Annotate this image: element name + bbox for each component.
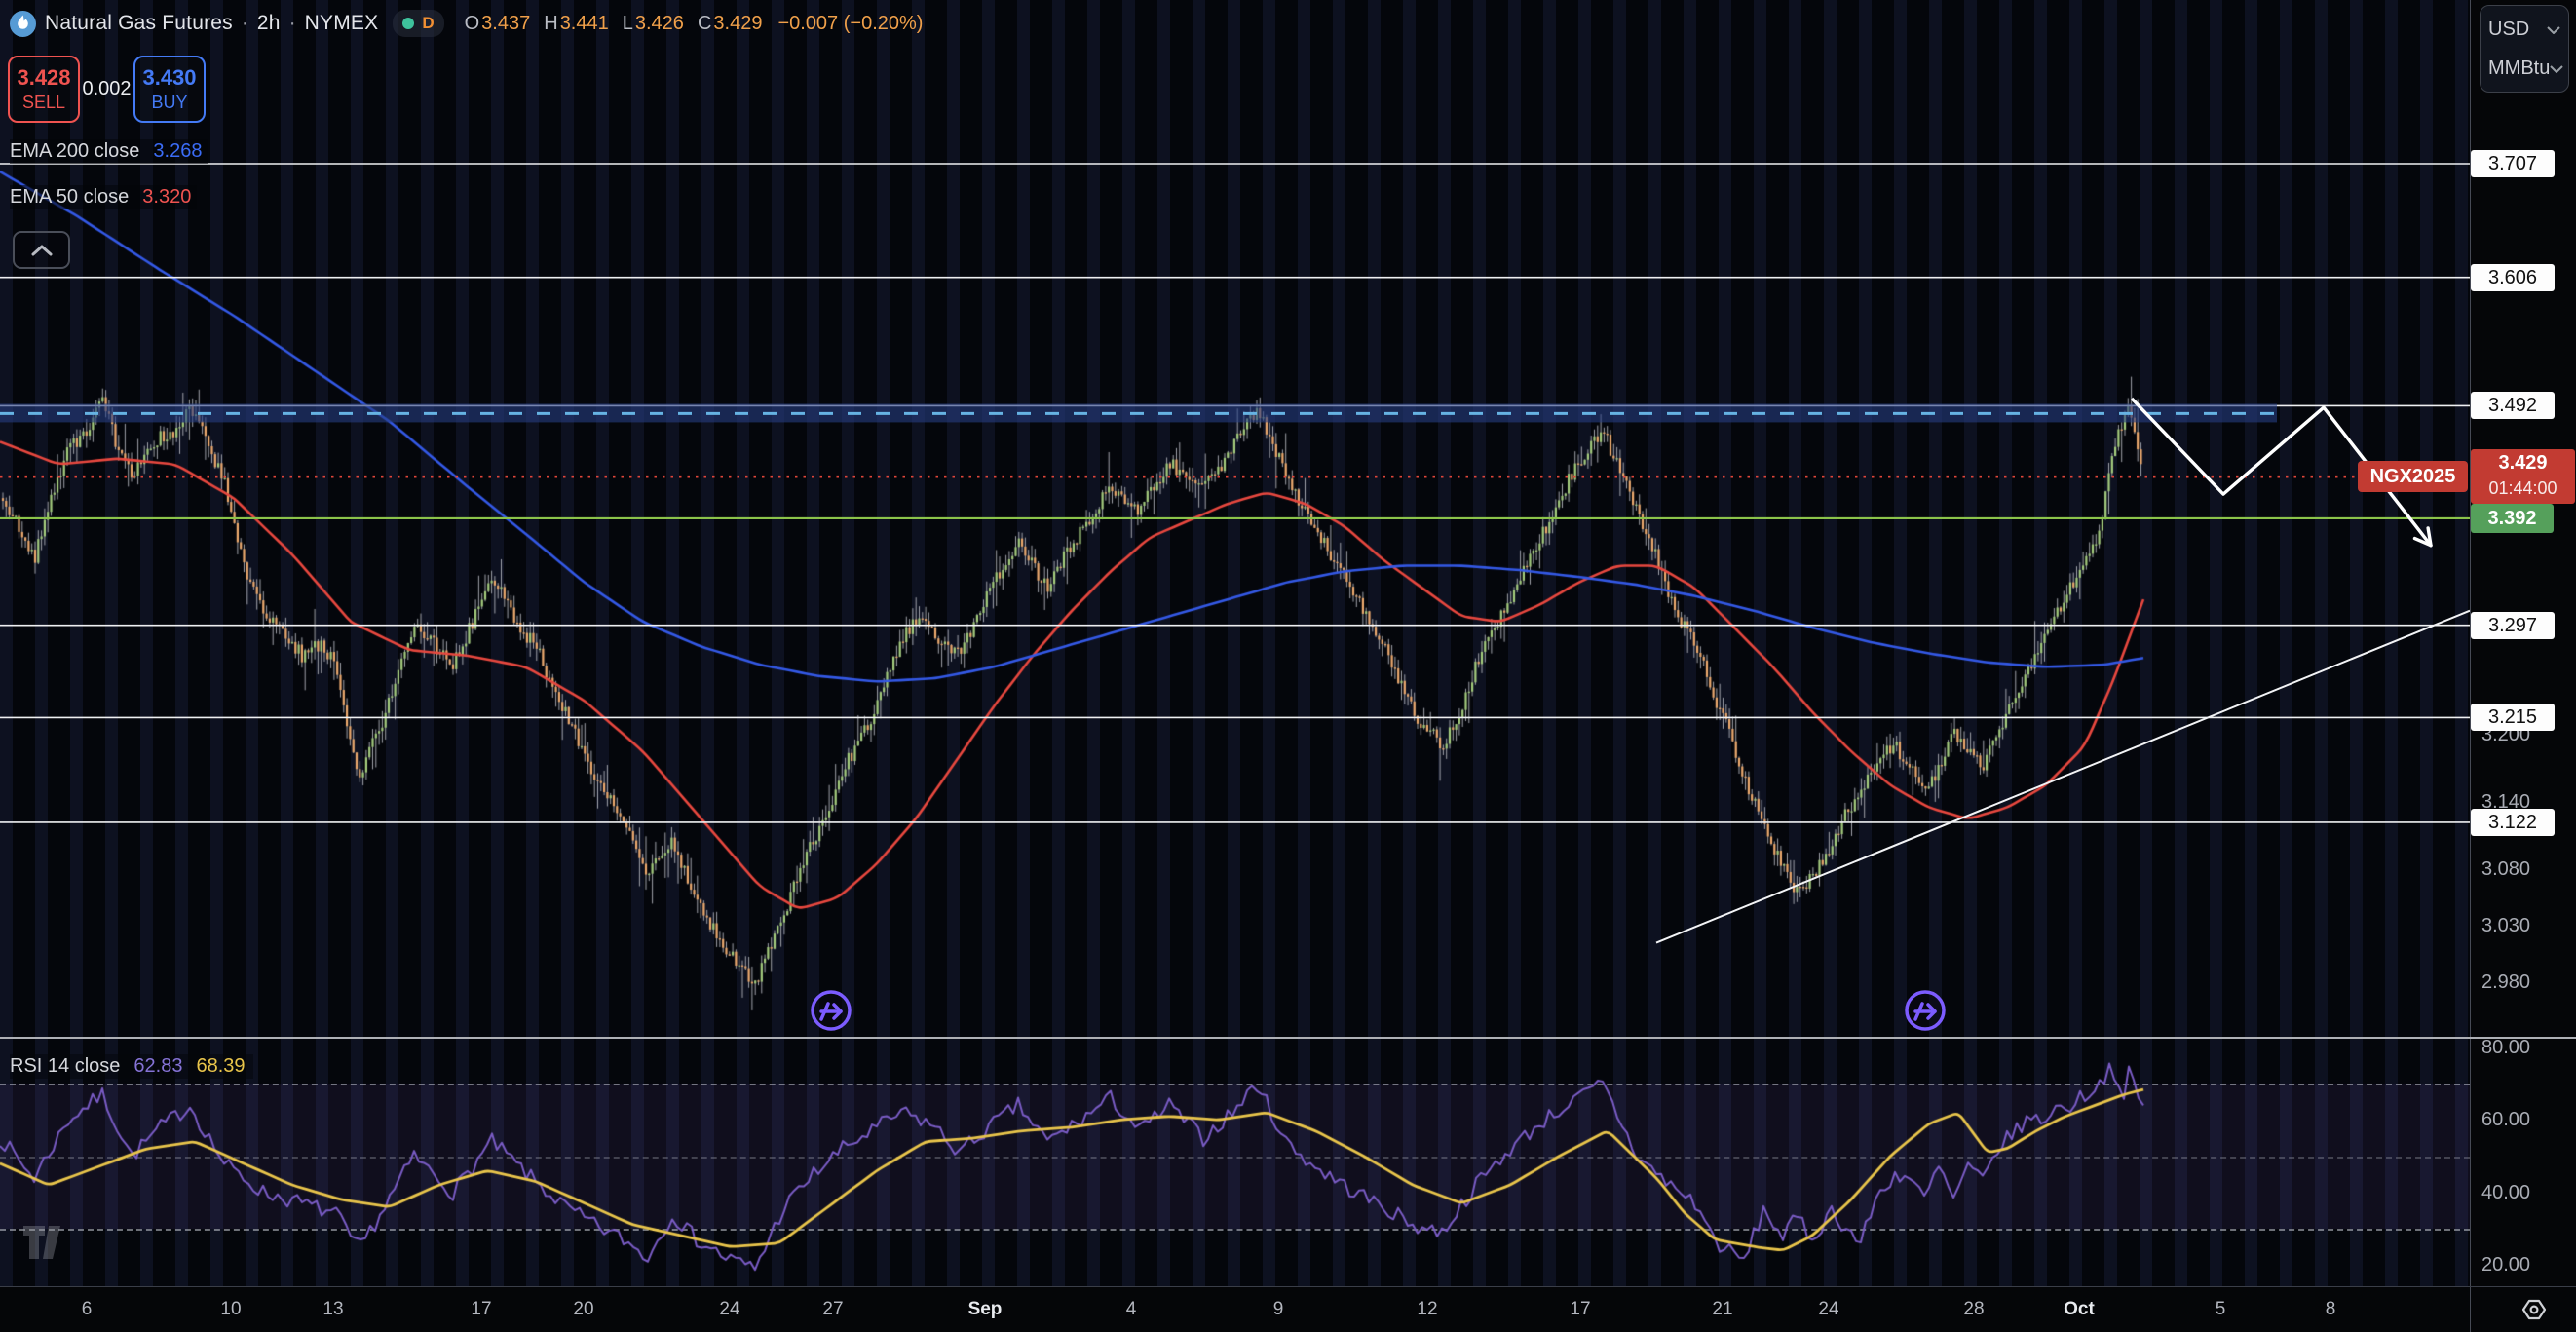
time-axis-tick: 24	[719, 1299, 740, 1319]
time-axis-tick: 9	[1272, 1299, 1284, 1319]
price-axis-tick: 3.140	[2481, 791, 2531, 814]
time-axis-tick: 12	[1417, 1299, 1438, 1319]
ohlc-readout: O 3.437 H 3.441 L 3.426 C 3.429 −0.007 (−0.2…	[464, 12, 924, 34]
market-status-pill[interactable]: D	[393, 10, 444, 37]
time-axis-tick: 10	[220, 1299, 242, 1319]
currency-unit-selector: USD MMBtu	[2480, 5, 2569, 93]
last-price-label: 3.429 01:44:00	[2471, 449, 2575, 505]
price-level-label: 3.297	[2471, 611, 2555, 639]
price-level-label: 3.122	[2471, 808, 2555, 836]
title-separator: ·	[241, 12, 248, 34]
daily-badge: D	[422, 14, 435, 32]
time-axis-tick: Sep	[967, 1299, 1003, 1319]
symbol-logo-flame-icon	[10, 10, 36, 37]
time-axis-tick: 13	[322, 1299, 344, 1319]
time-axis-tick: 28	[1963, 1299, 1985, 1319]
unit-selector[interactable]: MMBtu	[2488, 57, 2564, 80]
rsi-ma-value: 68.39	[196, 1055, 246, 1077]
timezone-settings-gear-icon[interactable]	[2520, 1296, 2548, 1323]
currency-selector[interactable]: USD	[2488, 19, 2560, 41]
ema200-legend[interactable]: EMA 200 close 3.268	[10, 139, 208, 164]
price-level-label: 3.492	[2471, 392, 2555, 420]
last-price-value: 3.429	[2498, 452, 2548, 475]
time-axis-tick: 8	[2325, 1299, 2336, 1319]
time-axis-tick: 17	[471, 1299, 492, 1319]
spread-value: 0.002	[82, 78, 132, 99]
symbol-legend: Natural Gas Futures · 2h · NYMEX D O 3.43…	[10, 6, 923, 41]
ema50-legend[interactable]: EMA 50 close 3.320	[10, 185, 198, 209]
buy-button[interactable]: 3.430 BUY	[133, 56, 206, 123]
price-axis[interactable]: USD MMBtu	[2470, 0, 2576, 1286]
rsi-axis-tick: 80.00	[2481, 1037, 2531, 1058]
ema50-value: 3.320	[142, 186, 192, 208]
change-readout: −0.007 (−0.20%)	[777, 12, 924, 34]
price-level-label: 3.215	[2471, 704, 2555, 732]
chevron-up-icon	[31, 245, 53, 256]
time-axis-tick: 17	[1570, 1299, 1591, 1319]
tradingview-watermark-logo	[21, 1218, 76, 1272]
time-axis-tick: Oct	[2064, 1299, 2095, 1319]
price-axis-tick: 2.980	[2481, 971, 2531, 993]
exchange-label: NYMEX	[304, 12, 379, 34]
sell-button[interactable]: 3.428 SELL	[8, 56, 80, 123]
price-level-label: 3.606	[2471, 263, 2555, 291]
price-level-label: 3.707	[2471, 150, 2555, 177]
price-axis-tick: 3.080	[2481, 858, 2531, 881]
time-axis-tick: 20	[573, 1299, 594, 1319]
title-separator: ·	[288, 12, 296, 34]
alert-price-label: 3.392	[2471, 503, 2554, 533]
time-axis-tick: 4	[1125, 1299, 1137, 1319]
rsi-axis-tick: 20.00	[2481, 1254, 2531, 1275]
interval-selector[interactable]: 2h	[256, 12, 281, 34]
time-axis-tick: 6	[81, 1299, 93, 1319]
ema200-value: 3.268	[153, 140, 203, 162]
collapse-legend-button[interactable]	[13, 231, 70, 269]
symbol-title[interactable]: Natural Gas Futures	[45, 12, 233, 34]
rsi-value: 62.83	[133, 1055, 183, 1077]
rsi-legend[interactable]: RSI 14 close 62.83 68.39	[10, 1054, 253, 1079]
rsi-axis-tick: 40.00	[2481, 1181, 2531, 1203]
time-axis-tick: 21	[1712, 1299, 1733, 1319]
time-axis-tick: 5	[2215, 1299, 2226, 1319]
time-axis-tick: 27	[822, 1299, 844, 1319]
chevron-down-icon	[2550, 64, 2564, 73]
order-panel: 3.428 SELL 0.002 3.430 BUY	[8, 56, 206, 123]
time-axis-tick: 24	[1818, 1299, 1839, 1319]
price-axis-tick: 3.030	[2481, 915, 2531, 937]
bar-countdown: 01:44:00	[2488, 478, 2557, 499]
time-axis[interactable]	[0, 1286, 2576, 1332]
contract-name-label: NGX2025	[2358, 461, 2468, 493]
market-open-dot-icon	[402, 18, 415, 29]
axis-corner-divider	[2470, 1287, 2471, 1332]
rsi-axis-tick: 60.00	[2481, 1109, 2531, 1131]
pane-separator[interactable]	[0, 1037, 2576, 1039]
chevron-down-icon	[2547, 25, 2560, 34]
